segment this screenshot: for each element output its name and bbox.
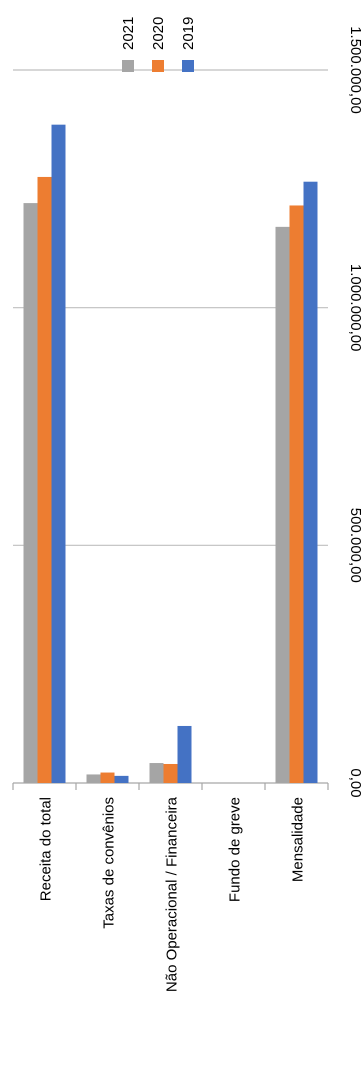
- legend-swatch: [122, 60, 134, 72]
- value-tick-label: 1.000.000,00: [347, 264, 364, 352]
- legend-label: 2019: [180, 17, 197, 50]
- bar: [100, 772, 115, 783]
- category-label: Receita do total: [38, 797, 55, 901]
- category-label: Taxas de convênios: [101, 797, 118, 929]
- bar: [23, 203, 38, 784]
- category-label: Mensalidade: [290, 797, 307, 882]
- value-tick-label: 500.000,00: [347, 508, 364, 583]
- bar: [303, 181, 318, 783]
- value-tick-label: 1.500.000,00: [347, 26, 364, 114]
- bar: [114, 775, 129, 783]
- bar: [177, 725, 192, 783]
- legend-swatch: [152, 60, 164, 72]
- category-label: Não Operacional / Financeira: [164, 796, 181, 992]
- bar: [275, 226, 290, 784]
- legend-label: 2021: [120, 17, 137, 50]
- legend-label: 2020: [150, 17, 167, 50]
- bar: [163, 763, 178, 783]
- bar: [86, 774, 101, 783]
- value-tick-label: 0,00: [347, 768, 364, 797]
- bar: [37, 176, 52, 783]
- bar: [149, 763, 164, 783]
- bar: [289, 205, 304, 784]
- category-label: Fundo de greve: [227, 797, 244, 902]
- bar: [51, 124, 66, 783]
- legend-swatch: [182, 60, 194, 72]
